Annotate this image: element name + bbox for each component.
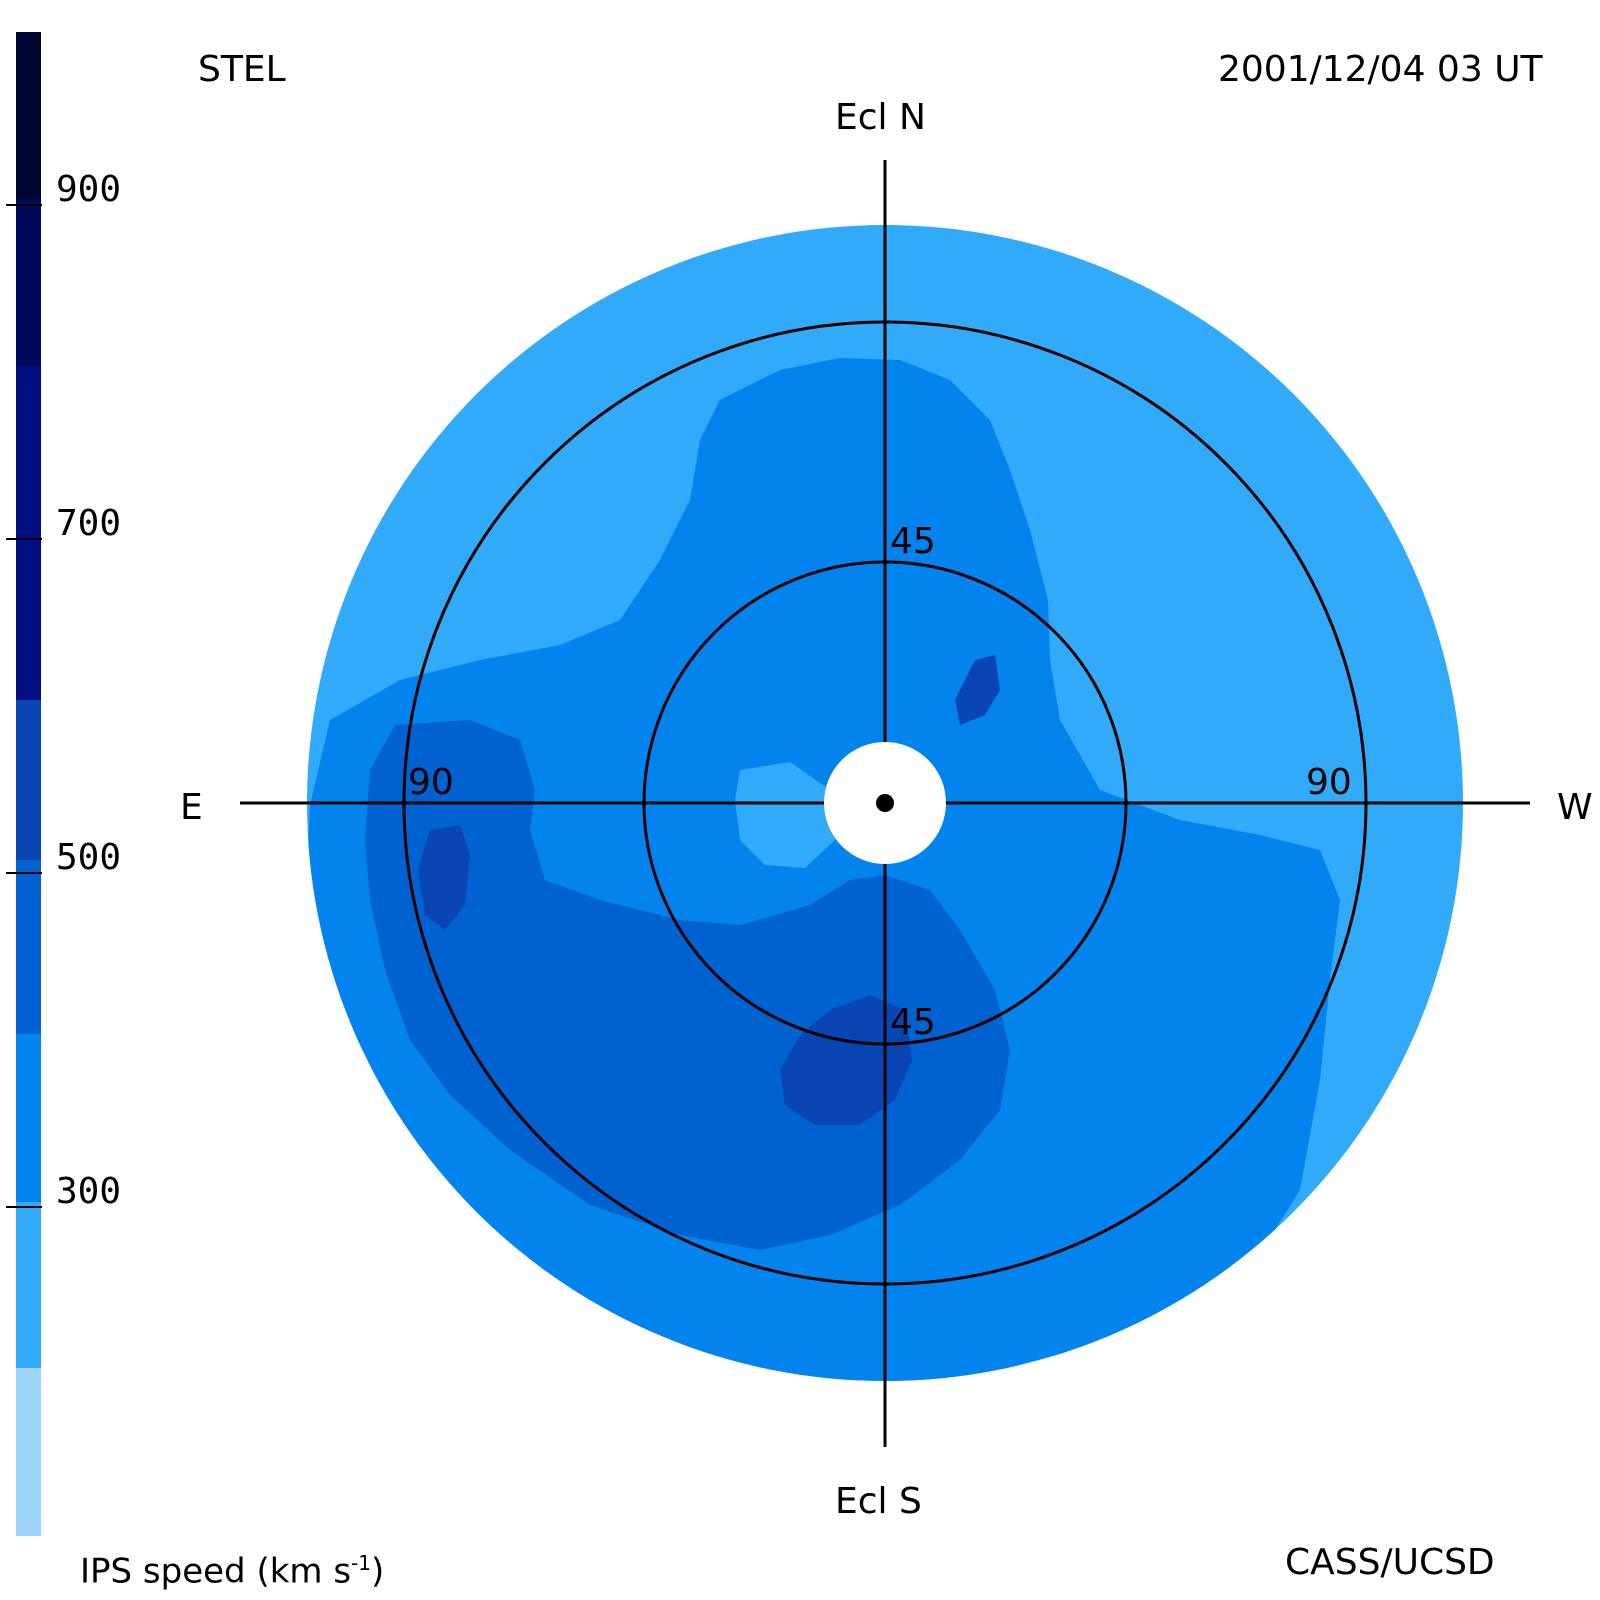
- colorbar-band-b: [16, 199, 41, 366]
- ring-label-45-south: 45: [890, 1002, 936, 1043]
- speed-region-slow-center: [735, 762, 835, 868]
- colorbar-tick-label-700: 700: [56, 503, 122, 544]
- colorbar-tick-300: [6, 1206, 42, 1208]
- colorbar-title-text: IPS speed (km s: [80, 1551, 352, 1592]
- ring-label-90-east: 90: [408, 762, 454, 803]
- station-label: STEL: [198, 49, 286, 90]
- colorbar-tick-label-500: 500: [56, 837, 122, 878]
- colorbar-band-i: [16, 1368, 41, 1536]
- colorbar-band-h: [16, 1202, 41, 1368]
- colorbar-title-end: ): [371, 1551, 385, 1592]
- colorbar-band-g: [16, 1034, 41, 1202]
- timestamp-label: 2001/12/04 03 UT: [1218, 49, 1543, 90]
- ring-label-90-west: 90: [1306, 762, 1352, 803]
- label-ecliptic-south: Ecl S: [835, 1481, 922, 1522]
- speed-region-faster-east: [418, 825, 470, 930]
- colorbar-tick-label-900: 900: [56, 169, 122, 210]
- colorbar-title: IPS speed (km s-1): [80, 1545, 384, 1589]
- ring-label-45-north: 45: [890, 521, 936, 562]
- colorbar-tick-500: [6, 872, 42, 874]
- sun-center-dot: [876, 794, 894, 812]
- label-west: W: [1557, 787, 1593, 828]
- colorbar-tick-label-300: 300: [56, 1171, 122, 1212]
- colorbar-tick-700: [6, 538, 42, 540]
- colorbar-band-d: [16, 366, 41, 700]
- speed-region-faster-south: [780, 995, 912, 1125]
- speed-region-faster-ne: [955, 655, 1000, 725]
- colorbar-band-f: [16, 860, 41, 1034]
- colorbar-tick-900: [6, 204, 42, 206]
- label-east: E: [180, 787, 203, 828]
- colorbar-title-sup: -1: [351, 1551, 371, 1575]
- credit-label: CASS/UCSD: [1285, 1542, 1495, 1583]
- label-ecliptic-north: Ecl N: [835, 97, 926, 138]
- colorbar-band-a: [16, 32, 41, 199]
